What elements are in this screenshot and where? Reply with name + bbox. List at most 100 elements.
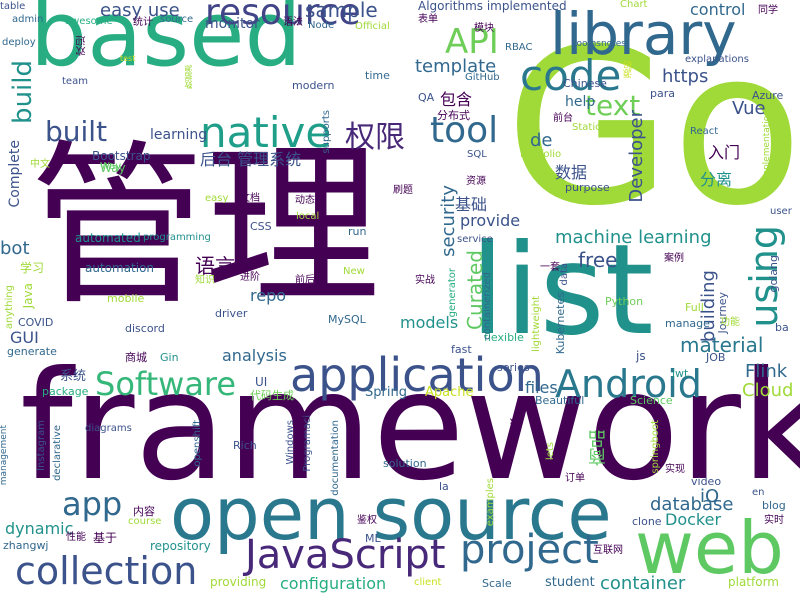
- word-js: js: [636, 349, 646, 363]
- word-go: Go: [505, 2, 800, 253]
- word-tool: tool: [430, 110, 499, 151]
- word-cjk-1: 管理: [30, 126, 380, 329]
- word-programaci: Programaci: [302, 415, 313, 472]
- word-free: free: [578, 248, 618, 272]
- word-sql: SQL: [467, 149, 487, 160]
- word-container: container: [600, 573, 686, 594]
- word-source: source: [160, 14, 194, 25]
- word-instagram: Instagram: [36, 420, 47, 471]
- word-javascript: JavaScript: [245, 532, 446, 578]
- word-io: iO: [700, 486, 720, 507]
- word-text: text: [585, 89, 641, 122]
- word-cjk-125: 资源: [466, 176, 486, 187]
- word-platform: platform: [728, 575, 779, 589]
- word-azure: Azure: [752, 89, 784, 102]
- word-provide: provide: [460, 211, 521, 230]
- word-control: control: [690, 0, 746, 19]
- word-kubernetes: Kubernetes: [554, 292, 567, 355]
- word-https: https: [662, 66, 709, 87]
- word-bootstrap: Bootstrap: [92, 149, 151, 163]
- word-modern: modern: [292, 79, 335, 92]
- word-android: Android: [555, 362, 702, 406]
- word-springboot: springboot: [650, 420, 661, 474]
- word-cjk-129: 前台: [553, 113, 573, 124]
- word-easy: easy: [205, 193, 229, 204]
- word-cjk-186: 实时: [764, 515, 784, 526]
- word-css: CSS: [250, 220, 272, 233]
- word-cjk-58: 包含: [440, 90, 473, 109]
- word-native: native: [200, 108, 332, 157]
- word-new: New: [343, 266, 365, 277]
- word-cjk-130: 分布式: [437, 109, 470, 122]
- word-cjk-124: 刷题: [393, 185, 413, 196]
- word-help: help: [565, 94, 596, 110]
- word-purpose: purpose: [565, 181, 610, 194]
- word-apache: Apache: [425, 385, 474, 400]
- word-cloud: Cloud: [742, 380, 794, 401]
- word-api: API: [445, 22, 499, 62]
- word-package: package: [42, 385, 89, 398]
- word-cjk-59: 后台 管理系统: [200, 150, 302, 169]
- word-based: based: [30, 0, 302, 87]
- word-rich: Rich: [233, 439, 257, 452]
- word-app: app: [62, 485, 123, 523]
- word-collection: collection: [15, 549, 198, 593]
- word-spring: Spring: [365, 385, 407, 400]
- word-cjk-57: 基础: [455, 195, 488, 214]
- word-cjk-87: 代码生成: [250, 389, 294, 402]
- word-repository: repository: [150, 539, 211, 553]
- word-jwt: jwt: [672, 367, 689, 380]
- word-cjk-72: 中文: [30, 159, 50, 170]
- word-admin: admin: [12, 14, 44, 25]
- word-docker: Docker: [665, 510, 722, 529]
- word-zhangwj: zhangwj: [3, 539, 49, 552]
- word-gui: GUI: [10, 328, 39, 347]
- word-cjk-122: 文档: [240, 193, 260, 204]
- word-cjk-180: 订单: [565, 473, 585, 484]
- word-beautiful: Beautiful: [535, 394, 585, 407]
- word-implementation: implementation: [762, 110, 772, 182]
- word-cjk-123: 动态: [295, 195, 315, 206]
- word-windows: Windows: [285, 420, 296, 465]
- word-gin: Gin: [160, 351, 179, 364]
- word-student: student: [545, 575, 595, 590]
- word-solution: solution: [383, 457, 427, 470]
- word-cjk-154: 语法: [283, 17, 303, 28]
- word-cjk-191: 基于: [93, 531, 118, 545]
- word-software: Software: [95, 365, 237, 403]
- word-cjk-156: 统计: [133, 17, 153, 28]
- word-cjk-82: 商城: [125, 351, 147, 364]
- word-qa: QA: [418, 91, 435, 104]
- word-machine-learning: machine learning: [555, 227, 712, 248]
- word-covid: COVID: [18, 316, 54, 329]
- word-examples: examples: [485, 478, 496, 527]
- word-cjk-181: 实现: [665, 464, 685, 475]
- word-material: material: [680, 333, 764, 357]
- word-cjk-141: 同学: [758, 5, 778, 16]
- word-chart: Chart: [620, 0, 648, 10]
- word-lightweight: lightweight: [531, 296, 542, 352]
- word-run: run: [348, 225, 367, 238]
- word-cjk-21: 权限: [345, 120, 405, 155]
- word-client: client: [414, 577, 442, 588]
- word-static: Static: [572, 122, 601, 133]
- word-developer: Developer: [626, 110, 647, 203]
- word-documentation: documentation: [330, 420, 341, 496]
- word-service: service: [457, 234, 493, 245]
- word-generator: generator: [447, 268, 458, 318]
- word-course: course: [128, 516, 162, 527]
- word-cjk-56: 商品: [588, 430, 609, 466]
- word-project: project: [460, 527, 599, 573]
- word-fast: fast: [451, 343, 472, 356]
- word-vue: Vue: [732, 98, 766, 119]
- word-configuration: configuration: [280, 574, 387, 593]
- word-video: video: [691, 475, 722, 488]
- word-framework: framework: [20, 340, 800, 514]
- word-lets: lets: [545, 442, 556, 461]
- word-learning: learning: [150, 127, 208, 143]
- word-cjk-164: 数据源: [184, 65, 193, 89]
- word-blog: blog: [762, 499, 786, 512]
- word-cjk-73: 学习: [20, 261, 45, 275]
- word-test: test: [120, 54, 136, 63]
- word-cjk-199: 互联网: [593, 545, 623, 556]
